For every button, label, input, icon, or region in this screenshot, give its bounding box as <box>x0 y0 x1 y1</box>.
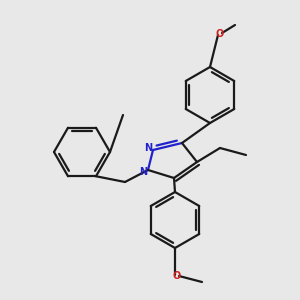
Text: O: O <box>216 29 224 39</box>
Text: N: N <box>139 167 147 177</box>
Text: N: N <box>144 143 152 153</box>
Text: O: O <box>173 271 181 281</box>
